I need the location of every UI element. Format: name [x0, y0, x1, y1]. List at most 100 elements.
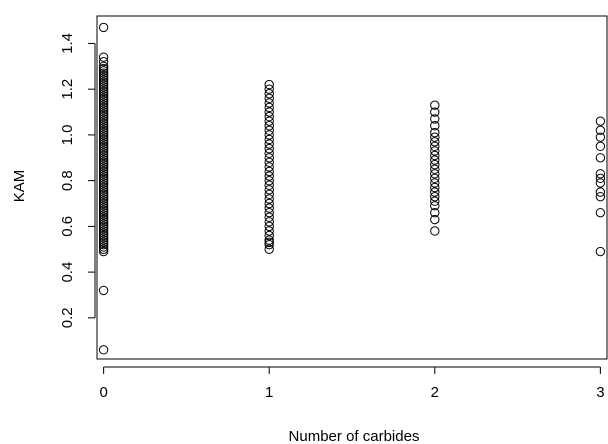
data-point — [264, 111, 274, 122]
x-tick-label: 2 — [431, 384, 439, 401]
data-point — [98, 77, 109, 88]
data-point — [595, 116, 606, 126]
data-point — [98, 198, 109, 209]
data-point — [98, 164, 109, 174]
x-tick-label: 3 — [596, 384, 604, 401]
data-point — [98, 228, 109, 238]
data-point — [98, 217, 109, 227]
y-tick-label: 0.4 — [59, 262, 76, 283]
data-point — [264, 130, 274, 140]
data-point — [264, 116, 274, 126]
data-point — [98, 100, 109, 110]
data-point — [98, 66, 109, 76]
data-point — [98, 105, 109, 115]
data-point — [98, 159, 109, 170]
data-point — [595, 173, 606, 184]
data-point — [98, 162, 109, 172]
data-point — [430, 169, 440, 179]
data-point — [430, 127, 440, 138]
data-point — [430, 137, 440, 147]
data-point — [98, 180, 109, 190]
data-point — [430, 214, 440, 225]
data-point — [98, 230, 109, 241]
data-point — [98, 73, 109, 83]
data-point — [98, 141, 109, 152]
data-point — [98, 212, 109, 222]
data-point — [264, 107, 274, 117]
data-point — [98, 242, 109, 252]
plot-border — [96, 15, 608, 360]
data-point — [430, 150, 440, 161]
data-point — [264, 203, 274, 213]
data-point — [98, 207, 109, 218]
data-point — [264, 143, 274, 154]
data-point — [98, 182, 109, 193]
data-point — [430, 201, 440, 211]
data-point — [595, 178, 606, 188]
x-axis-label: Number of carbides — [289, 428, 420, 444]
data-point — [595, 187, 606, 197]
data-point — [98, 68, 109, 78]
data-point — [98, 155, 109, 165]
data-point — [98, 93, 109, 104]
data-point — [98, 121, 109, 131]
data-point — [98, 187, 109, 197]
data-point — [98, 111, 109, 122]
y-tick-label: 1.4 — [59, 33, 76, 54]
data-point — [98, 203, 109, 213]
data-point — [264, 162, 274, 172]
data-point — [98, 89, 109, 99]
data-point — [98, 221, 109, 232]
data-point — [98, 169, 109, 179]
data-point — [430, 155, 440, 165]
data-point — [98, 173, 109, 184]
data-point — [430, 114, 440, 124]
data-point — [98, 237, 109, 248]
data-point — [98, 205, 109, 216]
data-point — [264, 212, 274, 222]
data-point — [264, 134, 274, 145]
data-point — [595, 132, 606, 142]
data-point — [595, 141, 606, 152]
x-tick-label: 1 — [265, 384, 273, 401]
data-point — [98, 107, 109, 117]
data-point — [98, 171, 109, 181]
data-point — [264, 125, 274, 136]
data-point — [98, 82, 109, 92]
data-point — [98, 130, 109, 140]
data-point — [264, 175, 274, 186]
data-point — [264, 235, 274, 245]
data-point — [430, 196, 440, 206]
data-point — [264, 153, 274, 163]
data-point — [264, 237, 274, 248]
data-point — [264, 84, 274, 94]
data-point — [98, 175, 109, 186]
data-point — [264, 79, 274, 90]
data-point — [264, 98, 274, 108]
data-point — [98, 52, 109, 62]
data-point — [98, 70, 109, 81]
data-point — [430, 178, 440, 188]
y-tick-label: 1.2 — [59, 79, 76, 100]
data-point — [264, 171, 274, 181]
data-point — [98, 157, 109, 168]
data-point — [264, 217, 274, 227]
data-point — [98, 95, 109, 106]
data-point — [98, 116, 109, 126]
data-point — [98, 153, 109, 163]
data-point — [98, 132, 109, 142]
data-point — [98, 86, 109, 97]
x-tick-label: 0 — [99, 384, 107, 401]
data-point — [98, 139, 109, 149]
data-point — [98, 244, 109, 254]
data-point — [430, 207, 440, 218]
data-point — [98, 79, 109, 90]
data-point — [98, 114, 109, 124]
data-point — [430, 226, 440, 236]
data-point — [98, 285, 109, 296]
data-point — [430, 121, 440, 131]
y-tick-label: 0.2 — [59, 307, 76, 328]
data-point — [98, 109, 109, 120]
data-point — [595, 207, 606, 218]
